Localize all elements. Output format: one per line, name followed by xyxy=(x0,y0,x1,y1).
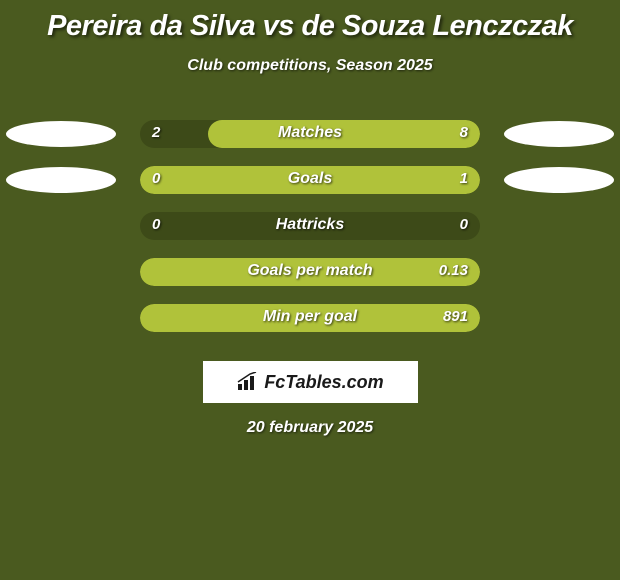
stats-container: 2 Matches 8 0 Goals 1 0 Hattricks 0 G xyxy=(0,113,620,343)
stat-value-right: 8 xyxy=(460,124,468,141)
bar-chart-icon xyxy=(236,372,260,392)
stat-row: Goals per match 0.13 xyxy=(0,251,620,297)
player-right-oval xyxy=(504,167,614,193)
stat-value-right: 891 xyxy=(443,308,468,325)
stat-row: 2 Matches 8 xyxy=(0,113,620,159)
stat-bar: Min per goal 891 xyxy=(140,304,480,332)
player-left-oval xyxy=(6,121,116,147)
stat-value-right: 0.13 xyxy=(439,262,468,279)
stat-row: 0 Goals 1 xyxy=(0,159,620,205)
stat-label: Hattricks xyxy=(140,216,480,234)
stat-label: Goals xyxy=(140,170,480,188)
comparison-subtitle: Club competitions, Season 2025 xyxy=(0,57,620,75)
stat-bar: 2 Matches 8 xyxy=(140,120,480,148)
stat-bar: 0 Goals 1 xyxy=(140,166,480,194)
stat-row: Min per goal 891 xyxy=(0,297,620,343)
comparison-date: 20 february 2025 xyxy=(0,419,620,437)
stat-value-right: 0 xyxy=(460,216,468,233)
player-left-oval xyxy=(6,167,116,193)
stat-bar: 0 Hattricks 0 xyxy=(140,212,480,240)
fctables-logo[interactable]: FcTables.com xyxy=(203,361,418,403)
fctables-logo-text: FcTables.com xyxy=(264,372,383,393)
comparison-title: Pereira da Silva vs de Souza Lenczczak xyxy=(0,0,620,43)
stat-row: 0 Hattricks 0 xyxy=(0,205,620,251)
player-right-oval xyxy=(504,121,614,147)
stat-label: Matches xyxy=(140,124,480,142)
stat-value-right: 1 xyxy=(460,170,468,187)
stat-label: Goals per match xyxy=(140,262,480,280)
stat-label: Min per goal xyxy=(140,308,480,326)
stat-bar: Goals per match 0.13 xyxy=(140,258,480,286)
